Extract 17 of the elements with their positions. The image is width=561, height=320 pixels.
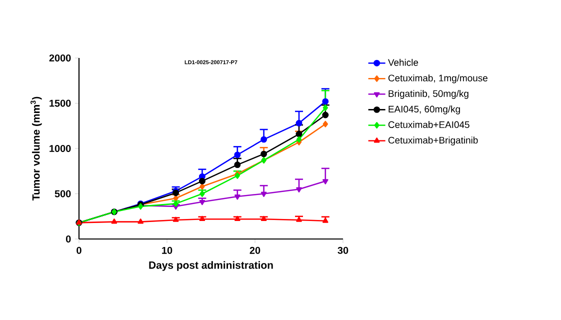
x-tick-label: 30	[338, 246, 348, 254]
legend-label: EAI045, 60mg/kg	[388, 106, 460, 114]
x-tick-label: 20	[250, 246, 260, 254]
x-tick-label: 10	[162, 246, 172, 254]
legend-label: Vehicle	[388, 58, 418, 66]
y-tick-label: 2000	[49, 54, 71, 62]
y-tick-label: 1500	[50, 100, 71, 107]
y-tick-label: 0	[66, 235, 71, 243]
x-axis-title: Days post administration	[149, 261, 273, 271]
y-tick-label: 1000	[50, 144, 71, 152]
legend-label: Cetuximab+EAI045	[388, 121, 470, 128]
legend-label: Cetuximab+Brigatinib	[388, 136, 478, 146]
y-axis-title: Tumor volume (mm$^{3}$)	[30, 96, 42, 201]
y-tick-label: 500	[54, 190, 71, 198]
x-tick-label: 0	[76, 246, 82, 254]
legend-label: Brigatinib, 50mg/kg	[388, 90, 468, 99]
legend-label: Cetuximab, 1mg/mouse	[388, 74, 488, 84]
